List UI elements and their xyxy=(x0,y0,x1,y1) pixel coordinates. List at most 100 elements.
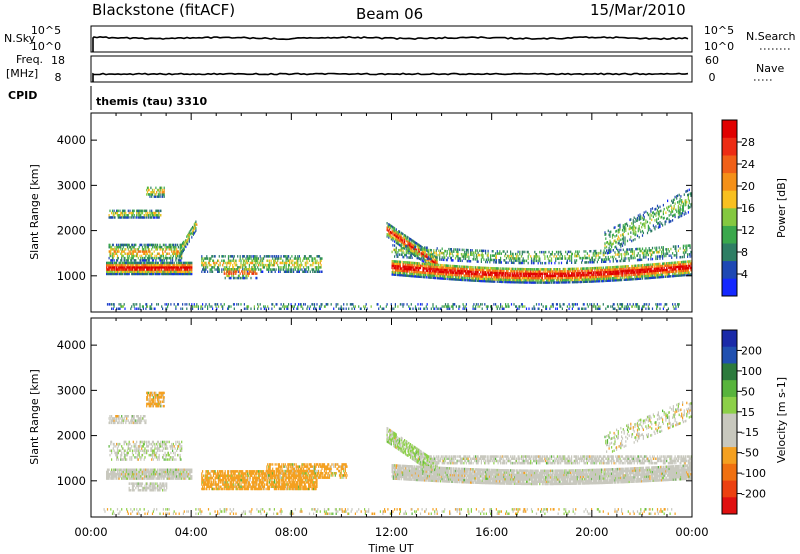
power-cell xyxy=(224,255,226,258)
power-cell xyxy=(564,267,566,271)
power-cell xyxy=(245,272,247,275)
power-cell xyxy=(535,276,538,280)
power-cell xyxy=(489,273,491,276)
power-cell xyxy=(641,266,643,269)
power-cell xyxy=(483,273,485,276)
power-cell xyxy=(565,276,567,280)
power-cell xyxy=(156,263,159,267)
power-cell xyxy=(254,272,256,275)
power-cell xyxy=(593,275,595,279)
power-cell xyxy=(396,273,398,277)
power-cell xyxy=(419,271,422,274)
power-cell xyxy=(156,248,159,251)
power-cell xyxy=(629,248,631,251)
power-cell xyxy=(475,277,477,280)
power-cell xyxy=(633,269,635,272)
power-cell xyxy=(136,254,138,258)
power-cell xyxy=(510,278,512,282)
power-cell xyxy=(189,230,191,233)
power-cell xyxy=(285,263,287,267)
power-cell xyxy=(459,257,462,260)
power-cell xyxy=(428,248,430,252)
power-cell xyxy=(217,259,219,262)
power-cell xyxy=(660,271,662,274)
power-cell xyxy=(434,272,436,275)
power-cell xyxy=(560,276,563,280)
power-cell xyxy=(240,266,242,269)
power-cell xyxy=(490,271,492,274)
power-cell xyxy=(445,270,447,274)
power-cell xyxy=(605,277,607,280)
power-cell xyxy=(615,272,617,275)
power-cell xyxy=(444,249,447,253)
power-cell xyxy=(682,274,684,277)
power-cell xyxy=(121,263,123,267)
power-cell xyxy=(438,270,440,273)
power-cell xyxy=(150,191,152,194)
power-cell xyxy=(611,277,614,280)
power-cell xyxy=(227,270,230,273)
power-cell xyxy=(207,257,209,260)
power-cell xyxy=(159,248,161,251)
nsky-trace xyxy=(92,35,689,52)
power-cell xyxy=(435,253,437,257)
power-cell xyxy=(511,274,513,277)
power-cell xyxy=(459,248,461,251)
power-cell xyxy=(157,256,159,260)
power-cell xyxy=(437,268,439,271)
power-cell xyxy=(481,273,483,276)
power-cell xyxy=(252,272,255,275)
power-cell xyxy=(398,238,400,242)
power-cell xyxy=(668,270,670,274)
power-cell xyxy=(424,254,427,258)
nave-label: Nave xyxy=(756,62,784,75)
power-cell xyxy=(454,257,457,260)
power-cell xyxy=(520,270,523,273)
power-cell xyxy=(433,263,435,266)
power-cell xyxy=(503,267,505,270)
power-cell xyxy=(400,238,402,241)
power-cell xyxy=(155,259,157,262)
power-cell xyxy=(623,274,625,277)
power-cell xyxy=(117,250,119,253)
power-cell xyxy=(563,278,565,282)
power-cell xyxy=(638,268,640,272)
power-cell xyxy=(650,267,652,271)
power-cell xyxy=(428,253,430,256)
power-cell xyxy=(108,214,110,217)
power-cell xyxy=(634,277,636,281)
power-cell xyxy=(480,275,482,278)
power-cell xyxy=(425,248,427,252)
power-cell xyxy=(529,270,531,273)
power-cell xyxy=(188,270,190,273)
power-cell xyxy=(303,255,306,258)
power-cell xyxy=(521,267,523,271)
power-cell xyxy=(642,270,644,274)
power-cell xyxy=(596,260,598,264)
power-cell xyxy=(411,243,413,247)
power-cell xyxy=(143,266,145,269)
power-cell xyxy=(447,275,449,278)
power-cell xyxy=(680,265,682,268)
power-cell xyxy=(208,263,210,267)
power-cell xyxy=(663,254,665,258)
power-cell xyxy=(211,266,213,269)
power-cell xyxy=(418,275,420,278)
power-cell xyxy=(153,195,155,198)
power-cell xyxy=(416,266,418,269)
power-cell xyxy=(269,263,271,267)
power-cell xyxy=(147,261,149,265)
power-cell xyxy=(422,262,424,265)
power-cell xyxy=(522,272,524,275)
power-cell xyxy=(527,270,529,273)
power-cell xyxy=(184,268,186,271)
power-cell xyxy=(631,250,634,253)
power-cell xyxy=(242,270,244,273)
power-cell xyxy=(149,263,151,267)
power-cell xyxy=(532,272,534,275)
power-cell xyxy=(121,272,124,276)
power-cell xyxy=(260,261,262,265)
power-cell xyxy=(469,279,471,282)
power-cell xyxy=(209,257,211,260)
power-cell xyxy=(232,257,235,260)
